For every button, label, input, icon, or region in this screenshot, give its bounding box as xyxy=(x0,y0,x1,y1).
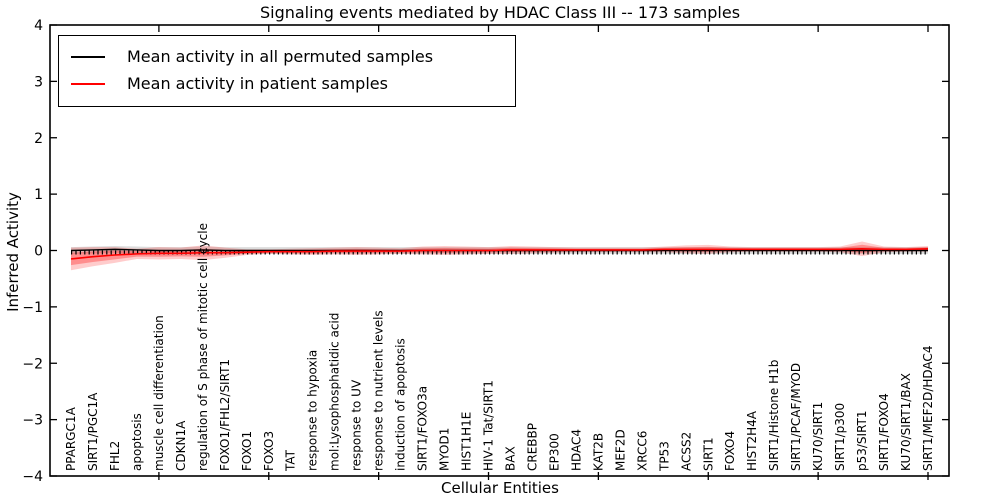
entity-tick-label: CDKN1A xyxy=(174,420,188,471)
entity-tick-label: SIRT1/PGC1A xyxy=(86,392,100,471)
entity-tick-label: KU70/SIRT1 xyxy=(811,402,825,471)
entity-tick-label: response to UV xyxy=(350,379,364,471)
x-axis-label: Cellular Entities xyxy=(441,479,559,497)
entity-tick-label: FOXO1 xyxy=(240,431,254,471)
entity-tick-label: regulation of S phase of mitotic cell cy… xyxy=(196,223,210,471)
entity-tick-label: HDAC4 xyxy=(569,429,583,471)
y-tick-label: 2 xyxy=(34,131,43,147)
entity-tick-label: SIRT1/FOXO3a xyxy=(416,386,430,471)
entity-tick-label: induction of apoptosis xyxy=(394,338,408,471)
entity-tick-label: CREBBP xyxy=(525,423,539,471)
entity-tick-label: TP53 xyxy=(657,441,671,472)
patient-line-swatch xyxy=(71,82,105,85)
y-tick-label: 1 xyxy=(34,187,43,203)
y-tick-label: 3 xyxy=(34,74,43,90)
entity-tick-label: XRCC6 xyxy=(635,431,649,471)
entity-tick-label: FOXO1/FHL2/SIRT1 xyxy=(218,359,232,471)
y-tick-label: 0 xyxy=(34,244,43,260)
entity-tick-label: HIST2H4A xyxy=(745,410,759,471)
y-tick-label: −1 xyxy=(22,300,43,316)
entity-tick-label: FOXO4 xyxy=(723,431,737,471)
entity-tick-label: SIRT1/PCAF/MYOD xyxy=(789,363,803,471)
entity-tick-label: KAT2B xyxy=(591,433,605,471)
y-tick-label: −4 xyxy=(22,469,43,485)
legend-label-patient: Mean activity in patient samples xyxy=(127,74,388,93)
entity-tick-label: KU70/SIRT1/BAX xyxy=(899,373,913,471)
entity-tick-label: FOXO3 xyxy=(262,431,276,471)
y-tick-label: 4 xyxy=(34,18,43,34)
patient-mean-line xyxy=(70,248,929,260)
entity-tick-label: FHL2 xyxy=(108,441,122,471)
entity-tick-label: response to hypoxia xyxy=(306,350,320,471)
entity-tick-label: TAT xyxy=(284,449,298,472)
entity-tick-label: response to nutrient levels xyxy=(372,310,386,471)
entity-tick-label: MEF2D xyxy=(613,429,627,471)
chart-title: Signaling events mediated by HDAC Class … xyxy=(259,3,741,22)
entity-tick-label: p53/SIRT1 xyxy=(855,410,869,471)
entity-tick-label: SIRT1/MEF2D/HDAC4 xyxy=(921,346,935,471)
entity-tick-label: ACSS2 xyxy=(679,432,693,471)
entity-tick-label: PPARGC1A xyxy=(64,406,78,471)
entity-tick-label: apoptosis xyxy=(130,413,144,471)
entity-tick-label: SIRT1/Histone H1b xyxy=(767,360,781,471)
y-tick-label: −2 xyxy=(22,356,43,372)
permuted-line-swatch xyxy=(71,55,105,58)
entity-tick-label: BAX xyxy=(503,446,517,471)
entity-tick-label: mol:Lysophosphatidic acid xyxy=(328,313,342,471)
entity-tick-label: SIRT1/FOXO4 xyxy=(877,393,891,471)
legend: Mean activity in all permuted samples Me… xyxy=(58,35,516,107)
entity-tick-label: SIRT1/p300 xyxy=(833,403,847,471)
y-tick-label: −3 xyxy=(22,413,43,429)
legend-label-permuted: Mean activity in all permuted samples xyxy=(127,47,434,66)
entity-tick-label: SIRT1 xyxy=(701,437,715,471)
legend-item-permuted: Mean activity in all permuted samples xyxy=(71,43,505,70)
entity-tick-label: muscle cell differentiation xyxy=(152,315,166,471)
entity-tick-label: EP300 xyxy=(547,433,561,471)
legend-item-patient: Mean activity in patient samples xyxy=(71,70,505,97)
entity-tick-label: HIV-1 Tat/SIRT1 xyxy=(482,380,496,471)
entity-tick-label: HIST1H1E xyxy=(460,412,474,471)
entity-tick-label: MYOD1 xyxy=(438,428,452,471)
